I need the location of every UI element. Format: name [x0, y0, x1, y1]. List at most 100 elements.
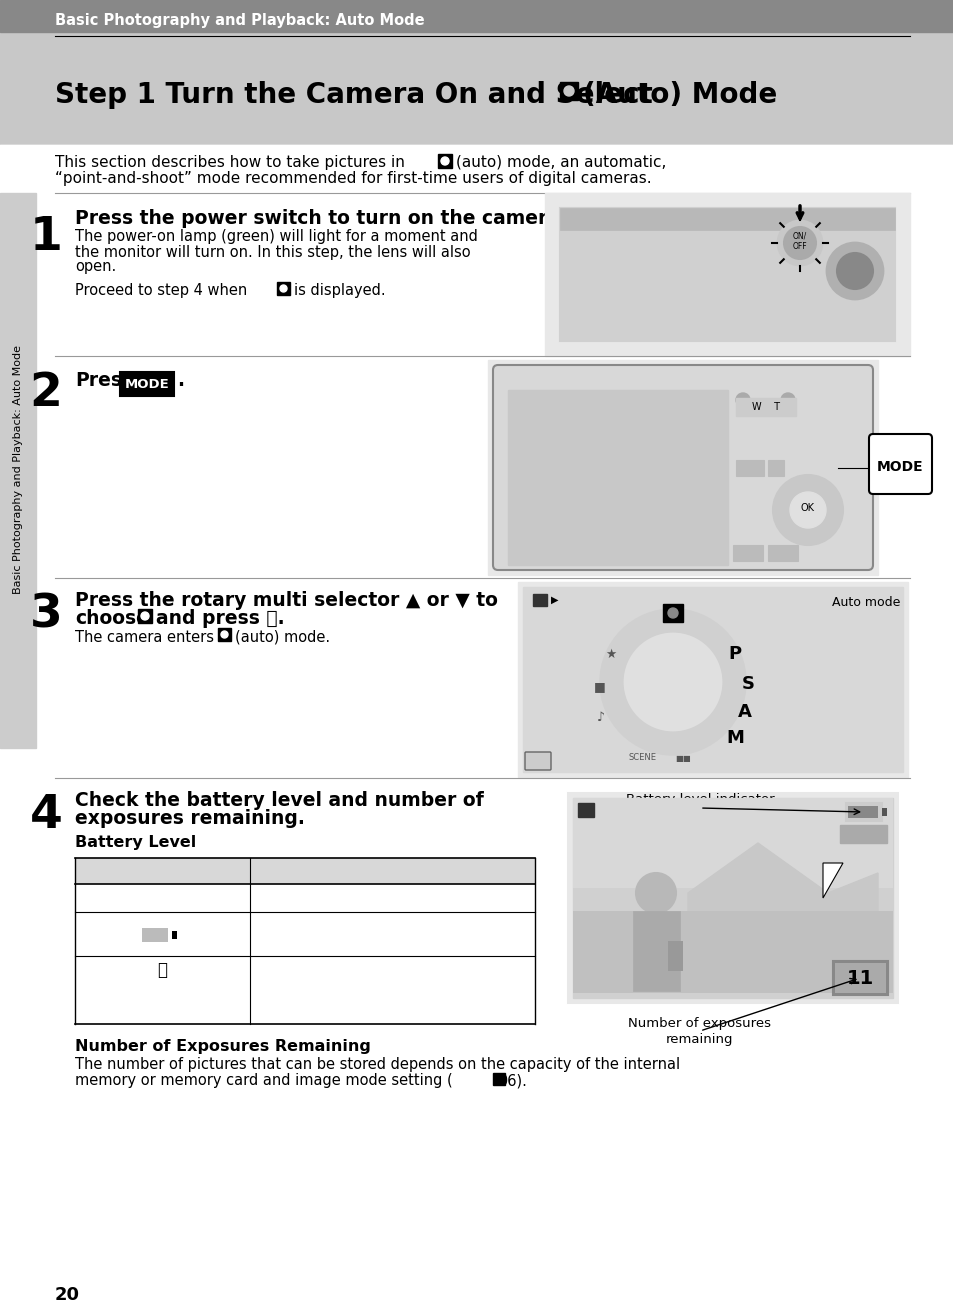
- Text: ON/
OFF: ON/ OFF: [792, 231, 806, 251]
- Text: The camera enters: The camera enters: [75, 629, 213, 644]
- Bar: [662, 604, 682, 622]
- Text: .: .: [177, 372, 184, 390]
- Text: NO INDICATOR: NO INDICATOR: [105, 891, 218, 905]
- Polygon shape: [822, 863, 842, 897]
- Bar: [735, 460, 763, 476]
- Bar: [573, 798, 892, 999]
- Text: Press: Press: [75, 372, 133, 390]
- Text: (auto) mode, an automatic,: (auto) mode, an automatic,: [456, 155, 666, 170]
- Text: < S710: < S710: [675, 276, 716, 286]
- Text: This section describes how to take pictures in: This section describes how to take pictu…: [55, 155, 404, 170]
- Text: Description: Description: [350, 863, 434, 879]
- Circle shape: [600, 610, 744, 754]
- Bar: [517, 582, 907, 777]
- Text: 3: 3: [30, 593, 62, 637]
- Circle shape: [221, 631, 228, 639]
- Text: ⓘ: ⓘ: [157, 961, 167, 979]
- Bar: [840, 825, 886, 844]
- Text: P: P: [728, 645, 740, 664]
- Circle shape: [836, 254, 872, 289]
- FancyBboxPatch shape: [868, 434, 931, 494]
- Circle shape: [636, 872, 676, 913]
- Bar: [667, 941, 682, 971]
- Text: ▶: ▶: [551, 595, 558, 604]
- Circle shape: [783, 227, 815, 259]
- Bar: [832, 961, 887, 995]
- Bar: [172, 932, 177, 940]
- Text: Battery: Battery: [132, 982, 192, 995]
- Text: A: A: [738, 703, 751, 721]
- Text: Nikon: Nikon: [601, 555, 633, 565]
- Text: ■■: ■■: [675, 753, 690, 762]
- Text: exhausted.: exhausted.: [118, 996, 206, 1010]
- Text: Step 1 Turn the Camera On and Select: Step 1 Turn the Camera On and Select: [55, 81, 652, 109]
- FancyBboxPatch shape: [493, 365, 872, 570]
- Circle shape: [624, 633, 720, 731]
- Text: S: S: [740, 675, 754, 692]
- Bar: [573, 911, 892, 993]
- Circle shape: [735, 393, 749, 407]
- Bar: [0, 0, 953, 32]
- Bar: [138, 608, 152, 623]
- Bar: [567, 794, 897, 1003]
- Text: OK: OK: [801, 503, 814, 512]
- Bar: [142, 928, 168, 942]
- Text: is displayed.: is displayed.: [294, 283, 385, 297]
- Bar: [75, 858, 535, 1024]
- Circle shape: [772, 474, 842, 545]
- Bar: [882, 808, 886, 816]
- Bar: [767, 460, 783, 476]
- Text: Number of exposures: Number of exposures: [628, 1017, 771, 1029]
- Bar: [0, 193, 36, 748]
- Text: battery.: battery.: [257, 991, 311, 1005]
- Text: The number of pictures that can be stored depends on the capacity of the interna: The number of pictures that can be store…: [75, 1056, 679, 1071]
- Polygon shape: [687, 844, 877, 913]
- Bar: [140, 926, 172, 943]
- Text: replace with a fully charged: replace with a fully charged: [257, 976, 451, 989]
- Text: 11: 11: [845, 968, 873, 988]
- Text: Battery fully charged.: Battery fully charged.: [257, 891, 409, 905]
- Text: Check the battery level and number of: Check the battery level and number of: [75, 791, 483, 809]
- Text: 20: 20: [55, 1286, 80, 1303]
- Text: Monitor: Monitor: [134, 863, 190, 879]
- Bar: [767, 545, 797, 561]
- Circle shape: [781, 393, 794, 407]
- Circle shape: [789, 491, 825, 528]
- Circle shape: [280, 285, 287, 292]
- Text: memory or memory card and image mode setting (: memory or memory card and image mode set…: [75, 1074, 453, 1088]
- Text: 4: 4: [30, 792, 62, 837]
- Bar: [578, 803, 594, 817]
- Circle shape: [141, 612, 149, 620]
- Text: Cannot take pictures. Recharge or: Cannot take pictures. Recharge or: [257, 961, 495, 975]
- Text: Auto mode: Auto mode: [831, 595, 899, 608]
- Text: ★: ★: [605, 648, 616, 661]
- Text: The power-on lamp (green) will light for a moment and: The power-on lamp (green) will light for…: [75, 230, 477, 244]
- Text: Battery Level: Battery Level: [75, 836, 196, 850]
- Text: Battery low; prepare to charge or: Battery low; prepare to charge or: [257, 917, 490, 932]
- Bar: [533, 594, 546, 606]
- Bar: [633, 911, 679, 991]
- Bar: [573, 798, 892, 888]
- Bar: [437, 154, 452, 168]
- Text: SCENE: SCENE: [628, 753, 657, 762]
- Bar: [276, 283, 290, 296]
- Text: remaining: remaining: [665, 1033, 733, 1046]
- Text: Number of Exposures Remaining: Number of Exposures Remaining: [75, 1038, 371, 1054]
- Text: Press the power switch to turn on the camera.: Press the power switch to turn on the ca…: [75, 209, 566, 227]
- Text: 1: 1: [30, 214, 62, 259]
- Bar: [735, 398, 795, 417]
- Circle shape: [667, 608, 678, 618]
- Bar: [75, 858, 535, 884]
- Text: exposures remaining.: exposures remaining.: [75, 808, 305, 828]
- Text: W    T: W T: [751, 402, 780, 413]
- Text: OK: OK: [531, 757, 544, 766]
- Circle shape: [563, 85, 574, 96]
- Text: Basic Photography and Playback: Auto Mode: Basic Photography and Playback: Auto Mod…: [13, 346, 23, 594]
- Text: Proceed to step 4 when: Proceed to step 4 when: [75, 283, 247, 297]
- Bar: [507, 390, 727, 565]
- Text: ♪: ♪: [597, 711, 604, 724]
- Text: Battery level indicator: Battery level indicator: [625, 794, 774, 807]
- Text: and press ⒪.: and press ⒪.: [156, 608, 284, 628]
- Text: 2: 2: [30, 371, 62, 415]
- Bar: [493, 1074, 504, 1085]
